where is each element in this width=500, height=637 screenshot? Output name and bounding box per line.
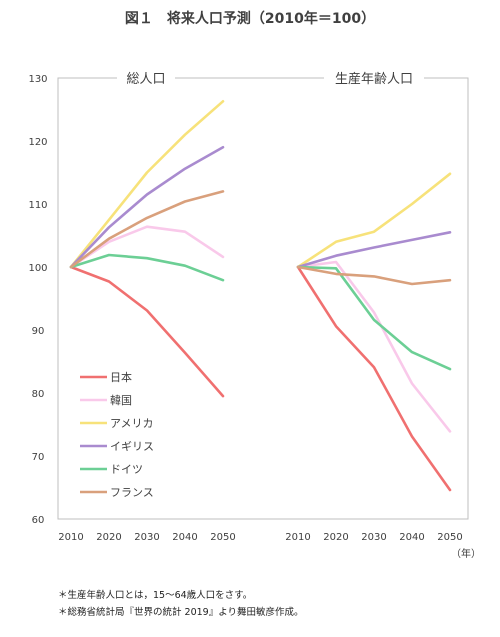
x-tick-label: 2020: [96, 532, 121, 543]
y-tick-label: 130: [28, 74, 47, 85]
y-tick-label: 120: [28, 137, 47, 148]
series-line: [69, 253, 225, 282]
panel-title: 総人口: [126, 72, 165, 87]
panel-title: 生産年齢人口: [335, 71, 413, 87]
footnote-definition: ＊生産年齢人口とは，15～64歳人口をさす。: [58, 590, 253, 601]
x-axis-ticks: 2010 2020 2030 2040 2050 2010 2020 2030 2040 2050: [58, 532, 462, 543]
legend-label: イギリス: [110, 440, 154, 453]
y-tick-label: 90: [32, 326, 45, 337]
figure-title: 図１ 将来人口予測（2010年＝100）: [124, 11, 376, 27]
x-axis-unit: （年）: [451, 547, 481, 560]
plot-frame: [57, 77, 469, 520]
panel-titles: 総人口 生産年齢人口: [117, 70, 424, 87]
legend-label: 日本: [110, 370, 132, 384]
series-line: [296, 265, 452, 492]
x-tick-label: 2040: [399, 532, 424, 543]
x-tick-label: 2040: [172, 532, 197, 543]
series-line: [296, 172, 452, 269]
series-line: [69, 225, 225, 269]
x-tick-label: 2020: [323, 532, 348, 543]
x-tick-label: 2010: [285, 532, 310, 543]
y-tick-label: 60: [32, 515, 45, 526]
y-axis-ticks: 60 70 80 90 100 110 120 130: [28, 74, 47, 526]
panel-title-background: [324, 70, 424, 86]
legend-label: 韓国: [110, 394, 132, 407]
series-line: [69, 190, 225, 269]
series-line: [296, 231, 452, 269]
legend-label: アメリカ: [110, 417, 153, 430]
series-line: [69, 100, 225, 269]
series-line: [296, 260, 452, 433]
series-line: [296, 265, 452, 371]
series-lines: [69, 100, 452, 492]
y-tick-label: 80: [32, 389, 45, 400]
x-tick-label: 2030: [134, 532, 159, 543]
x-tick-label: 2050: [437, 532, 462, 543]
y-tick-label: 110: [28, 200, 47, 211]
y-tick-label: 70: [32, 452, 45, 463]
x-tick-label: 2010: [58, 532, 83, 543]
panel-title-background: [117, 70, 175, 86]
x-tick-label: 2050: [210, 532, 235, 543]
series-line: [69, 146, 225, 269]
footnote-source: ＊総務省統計局『世界の統計 2019』より舞田敏彦作成。: [58, 607, 304, 618]
legend-label: ドイツ: [110, 463, 143, 476]
series-line: [69, 265, 225, 398]
legend-label: フランス: [110, 486, 154, 499]
y-tick-label: 100: [28, 263, 47, 274]
series-line: [296, 265, 452, 286]
x-tick-label: 2030: [361, 532, 386, 543]
